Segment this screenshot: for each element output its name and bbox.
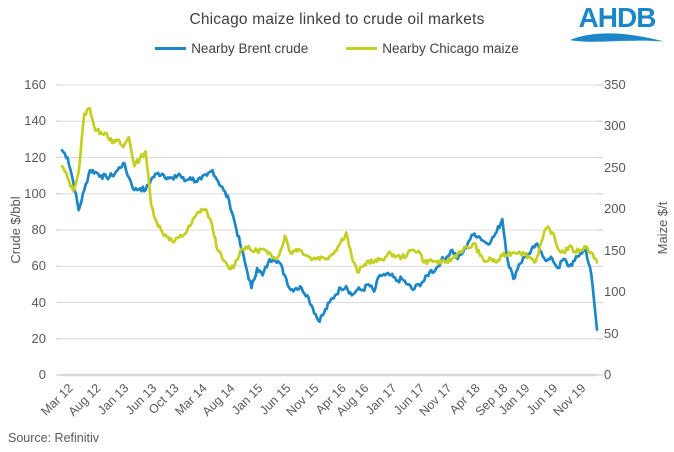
left-tick-label: 60 bbox=[31, 258, 46, 274]
right-tick-label: 250 bbox=[604, 159, 626, 175]
chart-legend: Nearby Brent crude Nearby Chicago maize bbox=[0, 41, 674, 56]
right-tick-label: 200 bbox=[604, 201, 626, 217]
right-tick-label: 350 bbox=[604, 77, 626, 92]
right-tick-label: 50 bbox=[604, 325, 619, 341]
legend-item-brent: Nearby Brent crude bbox=[155, 41, 308, 56]
left-tick-label: 40 bbox=[31, 294, 46, 310]
brent-crude-line bbox=[60, 148, 599, 332]
brent-line-swatch bbox=[155, 46, 187, 51]
chart-title: Chicago maize linked to crude oil market… bbox=[189, 11, 485, 28]
right-tick-label: 150 bbox=[604, 242, 626, 258]
source-note: Source: Refinitiv bbox=[8, 431, 100, 445]
left-tick-label: 20 bbox=[31, 330, 46, 346]
right-axis-title: Maize $/t bbox=[655, 201, 670, 255]
right-tick-label: 100 bbox=[604, 284, 626, 300]
left-axis-title: Crude $/bbl bbox=[8, 196, 23, 264]
left-tick-label: 160 bbox=[24, 77, 46, 92]
legend-label-maize: Nearby Chicago maize bbox=[382, 41, 519, 56]
left-tick-label: 140 bbox=[24, 113, 46, 129]
right-tick-label: 0 bbox=[604, 367, 612, 382]
ahdb-logo: AHDB bbox=[568, 4, 666, 47]
left-tick-label: 100 bbox=[24, 185, 46, 201]
right-tick-label: 300 bbox=[604, 118, 626, 134]
left-tick-label: 0 bbox=[38, 367, 46, 382]
ahdb-wave-icon bbox=[570, 33, 664, 42]
ahdb-logo-text: AHDB bbox=[578, 2, 657, 33]
legend-label-brent: Nearby Brent crude bbox=[191, 41, 309, 56]
maize-line-swatch bbox=[346, 46, 378, 51]
left-tick-label: 80 bbox=[31, 222, 46, 237]
chicago-maize-line bbox=[60, 106, 599, 274]
left-tick-label: 120 bbox=[24, 149, 46, 165]
legend-item-maize: Nearby Chicago maize bbox=[346, 41, 519, 56]
